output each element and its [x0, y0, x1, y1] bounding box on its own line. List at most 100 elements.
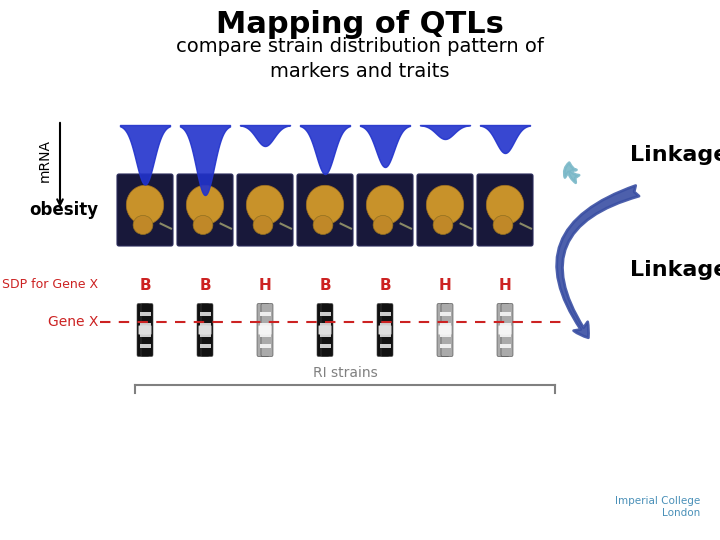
- FancyBboxPatch shape: [264, 323, 271, 327]
- FancyBboxPatch shape: [438, 326, 448, 334]
- FancyBboxPatch shape: [259, 344, 266, 348]
- FancyBboxPatch shape: [382, 326, 392, 334]
- FancyBboxPatch shape: [237, 174, 293, 246]
- FancyBboxPatch shape: [141, 303, 153, 356]
- FancyBboxPatch shape: [259, 333, 266, 337]
- Text: H: H: [258, 278, 271, 293]
- Text: Linkage: Linkage: [630, 145, 720, 165]
- FancyBboxPatch shape: [384, 333, 390, 337]
- Ellipse shape: [246, 185, 284, 225]
- FancyBboxPatch shape: [199, 344, 207, 348]
- FancyBboxPatch shape: [417, 174, 473, 246]
- FancyBboxPatch shape: [257, 303, 269, 356]
- Text: Imperial College
London: Imperial College London: [615, 496, 700, 518]
- FancyBboxPatch shape: [140, 333, 146, 337]
- FancyBboxPatch shape: [357, 174, 413, 246]
- FancyBboxPatch shape: [384, 312, 390, 316]
- FancyBboxPatch shape: [497, 303, 509, 356]
- FancyBboxPatch shape: [443, 326, 451, 334]
- FancyBboxPatch shape: [261, 303, 273, 356]
- FancyBboxPatch shape: [317, 303, 329, 356]
- FancyBboxPatch shape: [204, 312, 210, 316]
- FancyArrowPatch shape: [557, 186, 639, 338]
- FancyBboxPatch shape: [140, 344, 146, 348]
- FancyBboxPatch shape: [323, 344, 330, 348]
- FancyBboxPatch shape: [503, 333, 510, 337]
- FancyBboxPatch shape: [379, 312, 387, 316]
- FancyBboxPatch shape: [321, 303, 333, 356]
- FancyBboxPatch shape: [379, 326, 387, 334]
- FancyBboxPatch shape: [503, 344, 510, 348]
- Ellipse shape: [426, 185, 464, 225]
- FancyBboxPatch shape: [323, 333, 330, 337]
- FancyBboxPatch shape: [259, 323, 266, 327]
- Text: mRNA: mRNA: [38, 138, 52, 181]
- FancyBboxPatch shape: [140, 312, 146, 316]
- Text: H: H: [438, 278, 451, 293]
- FancyBboxPatch shape: [320, 333, 326, 337]
- Ellipse shape: [313, 215, 333, 234]
- FancyBboxPatch shape: [320, 344, 326, 348]
- FancyBboxPatch shape: [323, 326, 331, 334]
- FancyBboxPatch shape: [503, 312, 510, 316]
- FancyBboxPatch shape: [264, 312, 271, 316]
- FancyBboxPatch shape: [439, 312, 446, 316]
- FancyBboxPatch shape: [320, 312, 326, 316]
- FancyBboxPatch shape: [264, 344, 271, 348]
- Text: compare strain distribution pattern of
markers and traits: compare strain distribution pattern of m…: [176, 37, 544, 81]
- FancyBboxPatch shape: [199, 326, 207, 334]
- Text: RI strains: RI strains: [312, 366, 377, 380]
- FancyBboxPatch shape: [377, 303, 389, 356]
- Ellipse shape: [486, 185, 523, 225]
- FancyBboxPatch shape: [384, 344, 390, 348]
- FancyBboxPatch shape: [503, 326, 511, 334]
- FancyBboxPatch shape: [500, 312, 506, 316]
- FancyBboxPatch shape: [259, 312, 266, 316]
- Text: Gene X: Gene X: [48, 315, 98, 329]
- FancyBboxPatch shape: [320, 323, 326, 327]
- FancyBboxPatch shape: [439, 333, 446, 337]
- FancyBboxPatch shape: [477, 174, 533, 246]
- FancyBboxPatch shape: [379, 323, 387, 327]
- FancyBboxPatch shape: [441, 303, 453, 356]
- Text: obesity: obesity: [29, 201, 98, 219]
- FancyBboxPatch shape: [140, 323, 146, 327]
- FancyBboxPatch shape: [444, 312, 451, 316]
- FancyBboxPatch shape: [264, 333, 271, 337]
- FancyBboxPatch shape: [202, 326, 212, 334]
- Ellipse shape: [373, 215, 393, 234]
- FancyBboxPatch shape: [498, 326, 508, 334]
- FancyBboxPatch shape: [437, 303, 449, 356]
- FancyBboxPatch shape: [143, 326, 151, 334]
- FancyArrowPatch shape: [564, 163, 579, 183]
- FancyBboxPatch shape: [439, 344, 446, 348]
- FancyBboxPatch shape: [263, 326, 271, 334]
- FancyBboxPatch shape: [500, 323, 506, 327]
- FancyBboxPatch shape: [501, 303, 513, 356]
- FancyBboxPatch shape: [323, 323, 330, 327]
- FancyBboxPatch shape: [199, 333, 207, 337]
- FancyBboxPatch shape: [500, 333, 506, 337]
- Text: SDP for Gene X: SDP for Gene X: [2, 279, 98, 292]
- Text: H: H: [499, 278, 511, 293]
- FancyBboxPatch shape: [143, 344, 150, 348]
- Ellipse shape: [126, 185, 163, 225]
- FancyBboxPatch shape: [384, 323, 390, 327]
- Text: B: B: [199, 278, 211, 293]
- Ellipse shape: [433, 215, 453, 234]
- Ellipse shape: [186, 185, 224, 225]
- FancyBboxPatch shape: [117, 174, 173, 246]
- Text: B: B: [379, 278, 391, 293]
- FancyBboxPatch shape: [379, 333, 387, 337]
- FancyBboxPatch shape: [258, 326, 268, 334]
- FancyBboxPatch shape: [143, 312, 150, 316]
- Ellipse shape: [306, 185, 343, 225]
- FancyBboxPatch shape: [439, 323, 446, 327]
- Text: Mapping of QTLs: Mapping of QTLs: [216, 10, 504, 39]
- FancyBboxPatch shape: [197, 303, 209, 356]
- Ellipse shape: [193, 215, 213, 234]
- FancyBboxPatch shape: [143, 323, 150, 327]
- FancyBboxPatch shape: [201, 303, 213, 356]
- FancyBboxPatch shape: [444, 333, 451, 337]
- FancyBboxPatch shape: [199, 323, 207, 327]
